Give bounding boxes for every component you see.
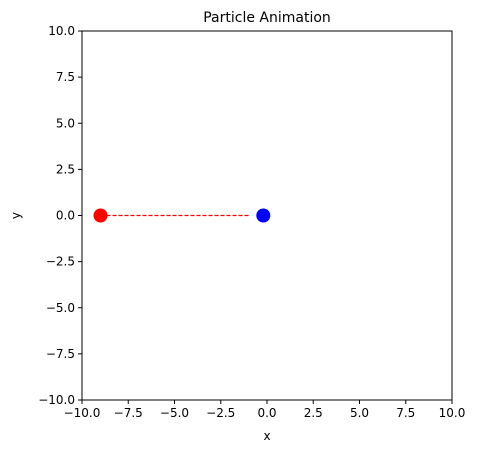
y-tick-label: 10.0: [48, 24, 75, 38]
x-tick-label: 10.0: [439, 406, 466, 420]
y-tick-label: 7.5: [56, 70, 75, 84]
y-axis-ticks: −10.0 −7.5 −5.0 −2.5 0.0 2.5 5.0 7.5 10.0: [38, 24, 82, 407]
x-tick-label: 5.0: [350, 406, 369, 420]
x-tick-label: −2.5: [206, 406, 235, 420]
y-tick-label: −2.5: [46, 255, 75, 269]
x-tick-label: 2.5: [304, 406, 323, 420]
plot-marks: [93, 208, 271, 223]
y-tick-label: 5.0: [56, 116, 75, 130]
plot-frame: [81, 30, 453, 401]
x-tick-label: 0.0: [257, 406, 276, 420]
x-tick-label: −7.5: [114, 406, 143, 420]
blue-particle: [256, 208, 271, 223]
y-axis-label: y: [9, 212, 23, 219]
red-particle: [93, 208, 108, 223]
y-tick-label: 0.0: [56, 209, 75, 223]
x-tick-label: −10.0: [64, 406, 101, 420]
x-tick-label: −5.0: [160, 406, 189, 420]
chart-title: Particle Animation: [203, 10, 331, 26]
x-axis-label: x: [263, 429, 270, 443]
y-tick-label: −7.5: [46, 347, 75, 361]
y-tick-label: 2.5: [56, 162, 75, 176]
x-tick-label: 7.5: [396, 406, 415, 420]
x-axis-ticks: −10.0 −7.5 −5.0 −2.5 0.0 2.5 5.0 7.5 10.0: [64, 400, 466, 420]
y-tick-label: −10.0: [38, 393, 75, 407]
y-tick-label: −5.0: [46, 301, 75, 315]
